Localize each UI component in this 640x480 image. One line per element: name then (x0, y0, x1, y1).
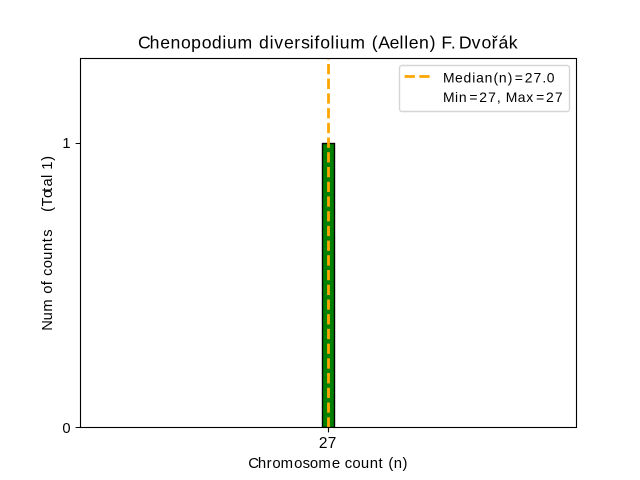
svg-text:27: 27 (319, 435, 336, 452)
svg-text:Num of counts (Total 1): Num of counts (Total 1) (40, 156, 56, 331)
svg-text:Min=27, Max=27: Min=27, Max=27 (443, 89, 563, 105)
svg-text:Chromosome count (n): Chromosome count (n) (248, 456, 407, 472)
svg-text:1: 1 (62, 136, 70, 152)
svg-text:0: 0 (62, 421, 70, 437)
svg-text:Median(n)=27.0: Median(n)=27.0 (443, 69, 555, 85)
svg-text:Chenopodium diversifolium (Ael: Chenopodium diversifolium (Aellen) F. Dv… (138, 33, 518, 53)
